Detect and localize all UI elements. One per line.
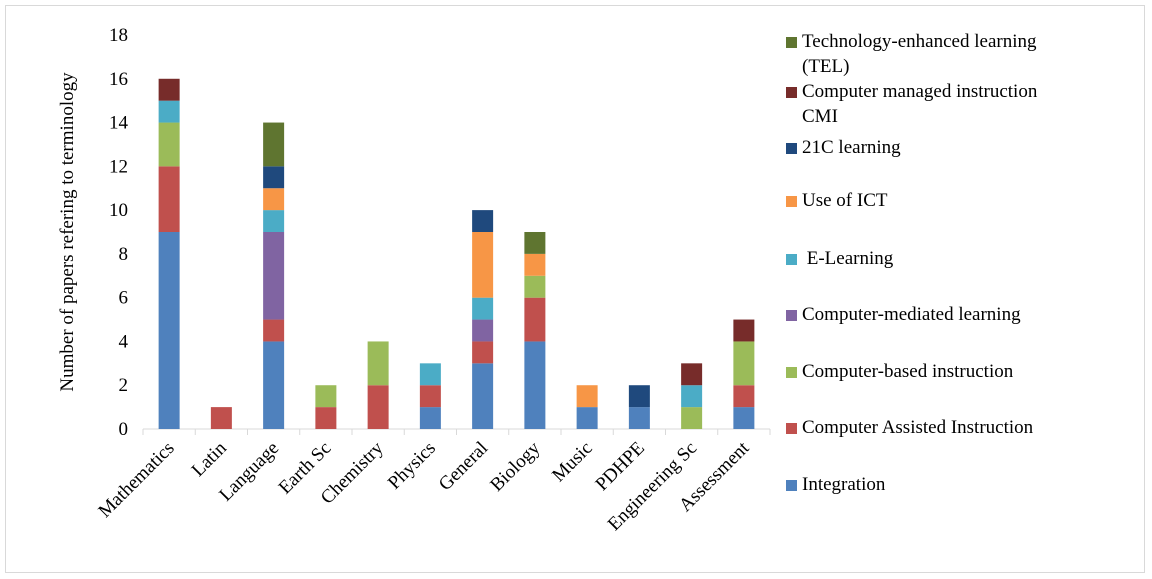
legend-swatch: [786, 196, 797, 207]
y-tick-label: 0: [119, 419, 129, 440]
legend-label: Computer managed instruction: [802, 81, 1038, 102]
bar-segment: [733, 407, 755, 429]
bar-segment: [472, 319, 494, 342]
bar-segment: [158, 122, 180, 167]
bar-segment: [263, 188, 285, 211]
bar-segment: [733, 385, 755, 408]
bar-segment: [733, 319, 755, 342]
chart-frame: [5, 5, 1145, 573]
bar-segment: [524, 341, 546, 429]
bar-segment: [158, 78, 180, 101]
legend-label: 21C learning: [802, 137, 901, 158]
bar-segment: [263, 341, 285, 429]
bar-segment: [419, 385, 441, 408]
legend-label: (TEL): [802, 56, 849, 77]
bar-segment: [158, 166, 180, 232]
legend-swatch: [786, 37, 797, 48]
legend-label: CMI: [802, 106, 838, 127]
legend-label: Integration: [802, 474, 886, 495]
legend-swatch: [786, 143, 797, 154]
bar-segment: [472, 363, 494, 429]
bar-segment: [263, 166, 285, 189]
y-tick-label: 8: [119, 244, 129, 265]
bar-segment: [263, 122, 285, 167]
legend-swatch: [786, 310, 797, 321]
bar-segment: [263, 232, 285, 320]
legend: Technology-enhanced learning (TEL) Compute…: [786, 31, 1038, 495]
y-axis-title-group: Number of papers refering to terminology: [57, 72, 78, 392]
bar-segment: [263, 319, 285, 342]
y-tick-label: 18: [109, 25, 128, 46]
legend-label: Use of ICT: [802, 190, 888, 211]
bar-segment: [315, 407, 337, 429]
y-tick-label: 2: [119, 375, 129, 396]
bar-segment: [263, 210, 285, 232]
bar-segment: [628, 407, 650, 429]
x-tick-label: Physics: [384, 438, 440, 494]
bar-segment: [576, 385, 598, 408]
y-tick-label: 14: [109, 113, 129, 134]
y-tick-label: 4: [119, 331, 129, 352]
legend-swatch: [786, 87, 797, 98]
x-tick-label: General: [435, 438, 492, 495]
bar-segment: [733, 341, 755, 386]
bar-segment: [367, 341, 389, 386]
legend-label: Computer Assisted Instruction: [802, 417, 1034, 438]
legend-swatch: [786, 367, 797, 378]
bar-segment: [419, 363, 441, 386]
bar-segment: [472, 297, 494, 320]
bar-segment: [158, 100, 180, 123]
bar-segment: [315, 385, 337, 408]
x-tick-label: Mathematics: [94, 438, 178, 522]
x-tick-label: Latin: [188, 437, 232, 481]
bar-segment: [524, 275, 546, 298]
y-tick-label: 16: [109, 69, 128, 90]
legend-label: Technology-enhanced learning: [802, 31, 1037, 52]
x-tick-label: Music: [548, 438, 596, 486]
x-tick-label: Biology: [486, 437, 544, 495]
bar-segment: [210, 407, 232, 429]
y-axis-title: Number of papers refering to terminology: [57, 72, 78, 392]
legend-label: Computer-based instruction: [802, 361, 1014, 382]
bar-segment: [524, 253, 546, 276]
bar-segment: [419, 407, 441, 429]
bar-segment: [681, 407, 703, 429]
bar-segment: [576, 407, 598, 429]
y-tick-label: 6: [119, 288, 129, 309]
legend-label: Computer-mediated learning: [802, 304, 1021, 325]
bar-segment: [158, 232, 180, 429]
bar-segment: [681, 363, 703, 386]
bar-segment: [472, 341, 494, 364]
y-tick-label: 10: [109, 200, 128, 221]
bar-segment: [472, 232, 494, 298]
bar-segment: [628, 385, 650, 408]
bar-segment: [681, 385, 703, 408]
legend-swatch: [786, 254, 797, 265]
y-tick-label: 12: [109, 156, 128, 177]
bar-segment: [524, 232, 546, 254]
bar-segment: [472, 210, 494, 232]
legend-swatch: [786, 480, 797, 491]
bar-segment: [367, 385, 389, 429]
bar-segment: [524, 297, 546, 342]
legend-label: E-Learning: [802, 248, 894, 269]
legend-swatch: [786, 423, 797, 434]
